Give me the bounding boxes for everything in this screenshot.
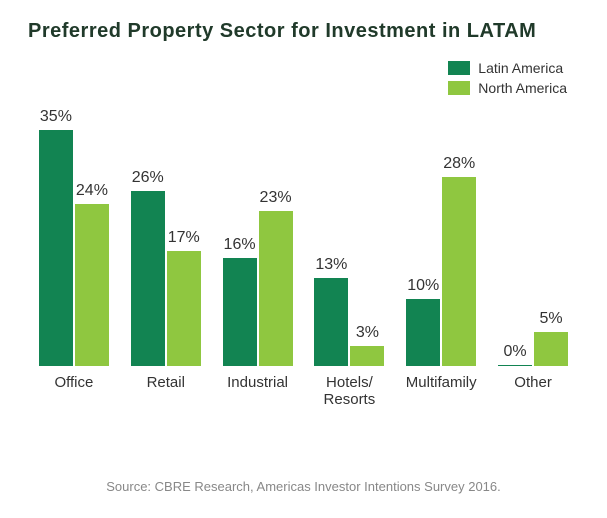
bars: 13%3%	[314, 130, 384, 366]
bar-north-america: 17%	[167, 251, 201, 366]
chart-container: Preferred Property Sector for Investment…	[0, 0, 607, 518]
bar-north-america: 24%	[75, 204, 109, 366]
bar-value-label: 28%	[442, 155, 476, 173]
plot-area: 35%24%Office26%17%Retail16%23%Industrial…	[28, 130, 579, 408]
chart-title: Preferred Property Sector for Investment…	[28, 20, 579, 43]
bar-group: 35%24% Office	[28, 130, 120, 408]
bar-value-label: 35%	[39, 108, 73, 126]
bars: 16%23%	[223, 130, 293, 366]
bar-north-america: 23%	[259, 211, 293, 366]
legend-item-latin-america: Latin America	[448, 60, 567, 76]
bar-latin-america: 35%	[39, 130, 73, 366]
bar-group: 0%5%Other	[487, 130, 579, 408]
bar-latin-america: 13%	[314, 278, 348, 366]
bar-latin-america: 16%	[223, 258, 257, 366]
bar-group: 16%23%Industrial	[212, 130, 304, 408]
legend: Latin America North America	[448, 60, 567, 96]
category-label: Hotels/Resorts	[324, 374, 376, 408]
bar-north-america: 3%	[350, 346, 384, 366]
bar-value-label: 26%	[131, 169, 165, 187]
category-label: Office	[54, 374, 93, 408]
bar-value-label: 17%	[167, 229, 201, 247]
legend-swatch-1	[448, 81, 470, 95]
bar-group: 26%17%Retail	[120, 130, 212, 408]
bars: 26%17%	[131, 130, 201, 366]
bar-latin-america: 26%	[131, 191, 165, 366]
bars: 0%5%	[498, 130, 568, 366]
bar-north-america: 5%	[534, 332, 568, 366]
bar-group: 10%28%Multifamily	[395, 130, 487, 408]
bar-value-label: 23%	[259, 189, 293, 207]
legend-swatch-0	[448, 61, 470, 75]
bar-group: 13%3%Hotels/Resorts	[303, 130, 395, 408]
bar-latin-america: 0%	[498, 365, 532, 366]
bar-value-label: 0%	[498, 343, 532, 361]
bar-value-label: 3%	[350, 324, 384, 342]
bar-value-label: 16%	[223, 236, 257, 254]
bars: 10%28%	[406, 130, 476, 366]
category-label: Other	[514, 374, 552, 408]
bar-value-label: 13%	[314, 256, 348, 274]
legend-item-north-america: North America	[448, 80, 567, 96]
bar-north-america: 28%	[442, 177, 476, 366]
source-text: Source: CBRE Research, Americas Investor…	[0, 479, 607, 494]
category-label: Multifamily	[406, 374, 477, 408]
bar-value-label: 10%	[406, 277, 440, 295]
bars: 35%24%	[39, 130, 109, 366]
legend-label-0: Latin America	[478, 60, 563, 76]
legend-label-1: North America	[478, 80, 567, 96]
category-label: Industrial	[227, 374, 288, 408]
bar-latin-america: 10%	[406, 299, 440, 366]
bar-value-label: 24%	[75, 182, 109, 200]
category-label: Retail	[147, 374, 185, 408]
bar-value-label: 5%	[534, 310, 568, 328]
